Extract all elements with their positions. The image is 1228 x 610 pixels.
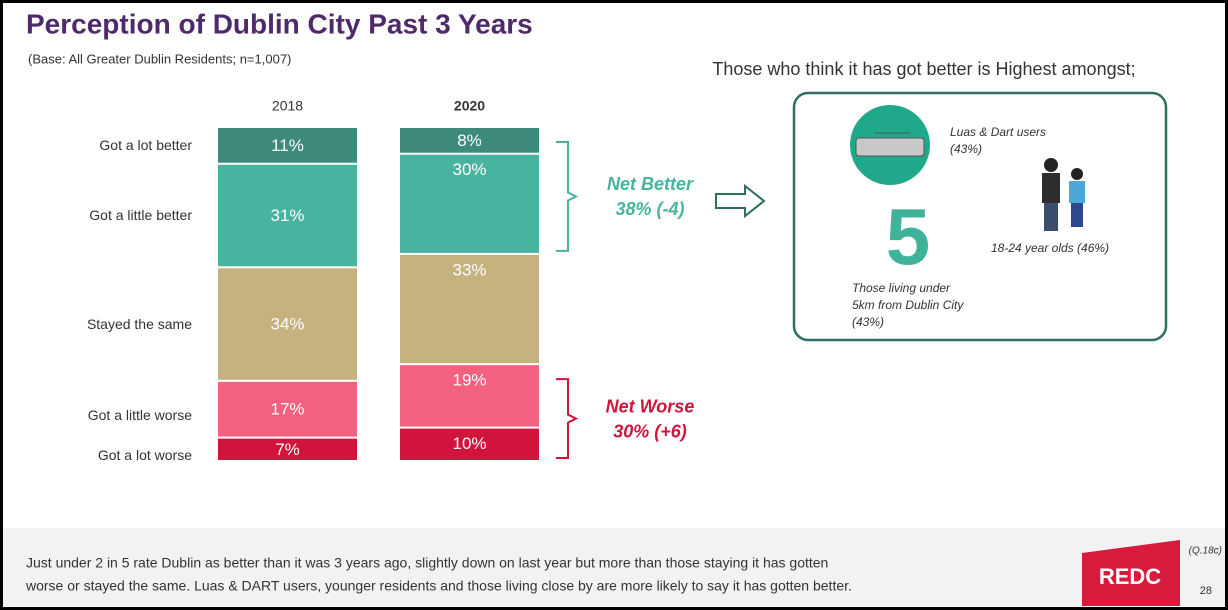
footer-band: [3, 528, 1225, 606]
annotation-text: 30% (+6): [613, 421, 687, 441]
bar-segment: [400, 154, 539, 253]
legend-label: Got a lot worse: [98, 447, 192, 463]
data-label: 31%: [270, 206, 304, 225]
bar-segment: [400, 128, 539, 153]
bar-segment: [218, 128, 357, 163]
annotation-title: Net Worse: [606, 396, 695, 416]
people-icon: [1042, 158, 1085, 231]
panel-item: 5km from Dublin City: [852, 298, 964, 312]
annotation-text: 38% (-4): [615, 199, 684, 219]
note: (Q.18c): [1189, 546, 1222, 557]
footer-text: Just under 2 in 5 rate Dublin as better …: [26, 555, 828, 571]
x-tick-label: 2018: [272, 98, 303, 114]
x-tick-label: 2020: [454, 98, 485, 114]
panel-item: (43%): [950, 142, 982, 156]
data-label: 8%: [457, 131, 482, 150]
footer-text: worse or stayed the same. Luas & DART us…: [25, 578, 852, 594]
panel-number: 5: [886, 192, 931, 281]
bar-segment: [218, 164, 357, 267]
data-label: 34%: [270, 315, 304, 334]
bar-segment: [400, 428, 539, 460]
bar-segment: [400, 254, 539, 364]
subtitle: (Base: All Greater Dublin Residents; n=1…: [28, 51, 291, 66]
data-label: 33%: [452, 260, 486, 279]
annotation-title: Net Better: [607, 174, 694, 194]
train-body: [855, 137, 925, 157]
legend-label: Got a lot better: [99, 137, 192, 153]
legend-label: Got a little better: [89, 207, 192, 223]
bar-segment: [218, 381, 357, 437]
chart-title: Perception of Dublin City Past 3 Years: [26, 8, 533, 39]
data-label: 11%: [271, 136, 304, 155]
bracket: [556, 141, 579, 252]
bar-segment: [400, 365, 539, 427]
logo: REDC: [1099, 564, 1161, 589]
data-label: 7%: [275, 440, 300, 459]
bar-segment: [218, 438, 357, 460]
bracket: [556, 378, 579, 459]
legend-label: Stayed the same: [87, 316, 192, 332]
panel-item: (43%): [852, 315, 884, 329]
data-label: 19%: [452, 371, 486, 390]
panel-item: 18-24 year olds (46%): [991, 241, 1109, 255]
data-label: 30%: [452, 160, 486, 179]
legend-label: Got a little worse: [88, 407, 192, 423]
data-label: 17%: [270, 400, 304, 419]
data-label: 10%: [452, 434, 486, 453]
panel-item: Luas & Dart users: [950, 125, 1046, 139]
panel-box: [792, 91, 1168, 342]
panel-heading: Those who think it has got better is Hig…: [712, 59, 1135, 79]
page-number: 28: [1200, 585, 1212, 597]
arrow: [715, 183, 766, 219]
bar-segment: [218, 268, 357, 380]
panel-item: Those living under: [852, 281, 951, 295]
logo-shape: [1082, 540, 1180, 606]
